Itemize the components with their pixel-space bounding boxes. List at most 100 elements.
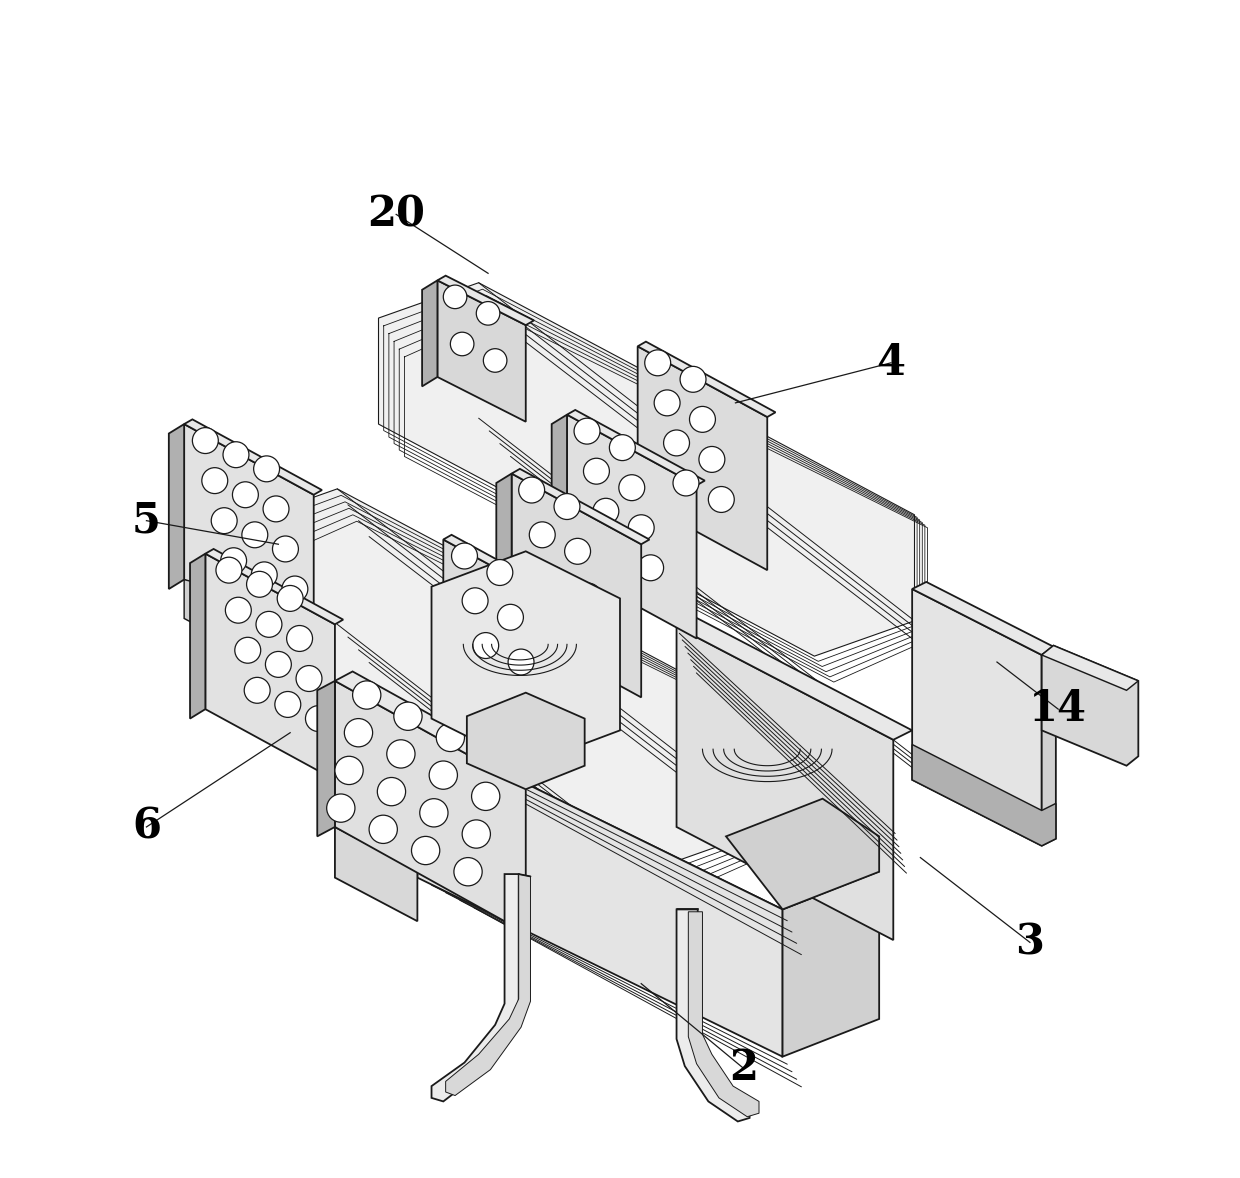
Polygon shape xyxy=(913,589,1042,846)
Circle shape xyxy=(564,538,590,564)
Polygon shape xyxy=(782,854,879,909)
Polygon shape xyxy=(190,554,206,719)
Polygon shape xyxy=(677,617,913,740)
Text: 3: 3 xyxy=(1016,921,1044,964)
Polygon shape xyxy=(206,549,343,624)
Circle shape xyxy=(281,576,308,602)
Polygon shape xyxy=(512,474,641,697)
Circle shape xyxy=(412,836,440,865)
Polygon shape xyxy=(185,580,314,650)
Circle shape xyxy=(278,585,303,611)
Polygon shape xyxy=(512,469,650,544)
Circle shape xyxy=(263,496,289,522)
Circle shape xyxy=(637,555,663,581)
Text: 5: 5 xyxy=(131,499,161,542)
Polygon shape xyxy=(432,551,620,766)
Circle shape xyxy=(296,666,322,691)
Circle shape xyxy=(394,702,422,730)
Circle shape xyxy=(663,430,689,456)
Circle shape xyxy=(609,435,635,461)
Circle shape xyxy=(247,571,273,597)
Circle shape xyxy=(370,815,397,843)
Polygon shape xyxy=(335,681,526,933)
Circle shape xyxy=(226,597,252,623)
Circle shape xyxy=(603,538,629,564)
Circle shape xyxy=(554,494,580,519)
Text: 20: 20 xyxy=(367,193,425,236)
Text: 4: 4 xyxy=(877,342,905,384)
Polygon shape xyxy=(913,582,1055,655)
Polygon shape xyxy=(444,540,573,763)
Circle shape xyxy=(234,637,260,663)
Circle shape xyxy=(574,418,600,444)
Polygon shape xyxy=(169,424,185,589)
Polygon shape xyxy=(496,474,512,636)
Circle shape xyxy=(487,560,513,585)
Circle shape xyxy=(689,406,715,432)
Circle shape xyxy=(497,604,523,630)
Circle shape xyxy=(708,487,734,512)
Circle shape xyxy=(232,482,258,508)
Text: 14: 14 xyxy=(1029,688,1087,730)
Circle shape xyxy=(429,761,458,789)
Circle shape xyxy=(352,681,381,709)
Circle shape xyxy=(454,858,482,886)
Circle shape xyxy=(444,285,467,309)
Polygon shape xyxy=(1042,646,1138,766)
Circle shape xyxy=(216,557,242,583)
Polygon shape xyxy=(637,342,775,417)
Polygon shape xyxy=(1042,646,1138,690)
Circle shape xyxy=(326,794,355,822)
Polygon shape xyxy=(782,872,879,1057)
Circle shape xyxy=(629,515,655,541)
Circle shape xyxy=(584,458,609,484)
Polygon shape xyxy=(335,822,425,871)
Polygon shape xyxy=(438,280,526,422)
Circle shape xyxy=(529,522,556,548)
Polygon shape xyxy=(444,535,582,610)
Circle shape xyxy=(254,456,279,482)
Circle shape xyxy=(244,677,270,703)
Polygon shape xyxy=(1042,648,1055,846)
Polygon shape xyxy=(567,415,697,638)
Circle shape xyxy=(593,498,619,524)
Polygon shape xyxy=(677,627,893,940)
Circle shape xyxy=(508,649,534,675)
Polygon shape xyxy=(637,346,768,570)
Polygon shape xyxy=(422,280,438,386)
Polygon shape xyxy=(397,730,782,909)
Circle shape xyxy=(252,562,278,588)
Circle shape xyxy=(305,706,331,732)
Circle shape xyxy=(345,719,373,747)
Polygon shape xyxy=(688,912,759,1117)
Polygon shape xyxy=(378,283,914,656)
Polygon shape xyxy=(317,681,335,836)
Polygon shape xyxy=(913,744,1055,846)
Polygon shape xyxy=(418,730,782,1057)
Circle shape xyxy=(192,428,218,454)
Circle shape xyxy=(377,777,405,806)
Circle shape xyxy=(645,350,671,376)
Polygon shape xyxy=(185,424,314,650)
Circle shape xyxy=(450,332,474,356)
Circle shape xyxy=(484,349,507,372)
Polygon shape xyxy=(206,554,335,780)
Circle shape xyxy=(242,522,268,548)
Polygon shape xyxy=(335,671,543,787)
Circle shape xyxy=(286,626,312,651)
Circle shape xyxy=(211,508,237,534)
Circle shape xyxy=(202,468,228,494)
Circle shape xyxy=(476,302,500,325)
Polygon shape xyxy=(466,693,585,789)
Polygon shape xyxy=(677,909,749,1121)
Polygon shape xyxy=(432,874,518,1101)
Circle shape xyxy=(575,583,601,609)
Circle shape xyxy=(619,475,645,501)
Circle shape xyxy=(436,723,465,752)
Text: 2: 2 xyxy=(729,1047,758,1090)
Circle shape xyxy=(479,744,507,773)
Circle shape xyxy=(265,651,291,677)
Circle shape xyxy=(275,691,301,717)
Circle shape xyxy=(387,740,415,768)
Circle shape xyxy=(655,390,680,416)
